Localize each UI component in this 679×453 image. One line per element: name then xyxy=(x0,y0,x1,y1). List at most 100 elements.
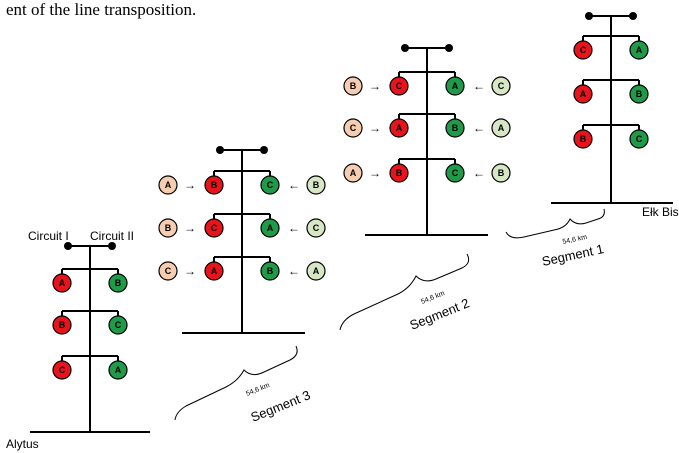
phase-circuit-2-label: C xyxy=(267,180,274,190)
incoming-phase-circuit-2: C xyxy=(306,218,326,238)
phase-circuit-2: A xyxy=(108,360,128,380)
phase-circuit-2-label: C xyxy=(636,134,643,144)
incoming-phase-circuit-1: B xyxy=(343,76,363,96)
phase-circuit-2: A xyxy=(629,40,649,60)
phase-circuit-1-label: B xyxy=(396,168,403,178)
alytus-label: Alytus xyxy=(6,437,39,451)
segment-2-span: 54,6 km Segment 2 xyxy=(339,253,472,333)
incoming-phase-circuit-2: A xyxy=(306,261,326,281)
tower-segment-2: C A B C → ← A B C A → ← B C A B → ← xyxy=(343,44,511,236)
earth-wire-left xyxy=(216,146,224,154)
arrow-left: ← xyxy=(473,121,485,135)
phase-circuit-1: B xyxy=(52,315,72,335)
phase-circuit-1: A xyxy=(573,84,593,104)
phase-circuit-1-label: A xyxy=(211,266,218,276)
circuit-1-label: Circuit I xyxy=(28,229,69,243)
incoming-phase-circuit-2-label: A xyxy=(313,266,320,276)
tower-alytus: A B B C C A xyxy=(30,242,150,433)
earth-wire-left xyxy=(64,242,72,250)
phase-circuit-1: C xyxy=(389,76,409,96)
phase-circuit-2-label: B xyxy=(267,266,274,276)
towers: A B B C C A B C A B → ← C A B C → ← A B C A → ← C A B C → ← A B C A → ← B C A B… xyxy=(30,12,673,433)
incoming-phase-circuit-2: A xyxy=(491,118,511,138)
incoming-phase-circuit-1-label: B xyxy=(165,223,172,233)
phase-circuit-2: C xyxy=(108,315,128,335)
phase-circuit-1: C xyxy=(204,218,224,238)
incoming-phase-circuit-1-label: B xyxy=(350,81,357,91)
phase-circuit-1-label: C xyxy=(580,45,587,55)
phase-circuit-2: C xyxy=(445,163,465,183)
segment-2-name: Segment 2 xyxy=(408,295,472,332)
arrow-right: → xyxy=(369,121,381,135)
circuit-2-label: Circuit II xyxy=(90,229,134,243)
phase-circuit-1: C xyxy=(52,360,72,380)
earth-wire-left xyxy=(585,12,593,20)
phase-circuit-2: B xyxy=(260,261,280,281)
segment-2-brace xyxy=(339,253,470,331)
incoming-phase-circuit-1: C xyxy=(343,118,363,138)
incoming-phase-circuit-1-label: A xyxy=(350,168,357,178)
caption: ent of the line transposition. xyxy=(6,0,196,19)
phase-circuit-1-label: C xyxy=(59,365,66,375)
incoming-phase-circuit-2: B xyxy=(306,175,326,195)
phase-circuit-1-label: B xyxy=(59,320,66,330)
arrow-right: → xyxy=(369,79,381,93)
arrow-right: → xyxy=(369,166,381,180)
phase-circuit-1-label: C xyxy=(396,81,403,91)
phase-circuit-1: B xyxy=(204,175,224,195)
phase-circuit-2: B xyxy=(445,118,465,138)
tower-segment-1: C A A B B C xyxy=(551,12,673,204)
phase-circuit-2-label: A xyxy=(115,365,122,375)
arrow-left: ← xyxy=(288,221,300,235)
arrow-left: ← xyxy=(288,178,300,192)
incoming-phase-circuit-2-label: C xyxy=(498,81,505,91)
arrow-right: → xyxy=(184,221,196,235)
incoming-phase-circuit-2-label: B xyxy=(313,180,320,190)
phase-circuit-2-label: C xyxy=(115,320,122,330)
phase-circuit-1-label: A xyxy=(580,89,587,99)
arrow-left: ← xyxy=(473,79,485,93)
phase-circuit-1: C xyxy=(573,40,593,60)
phase-circuit-2-label: C xyxy=(452,168,459,178)
incoming-phase-circuit-1-label: C xyxy=(350,123,357,133)
earth-wire-right xyxy=(108,242,116,250)
segment-3-span: 54,6 km Segment 3 xyxy=(174,345,312,425)
incoming-phase-circuit-1: C xyxy=(158,261,178,281)
segment-3-brace xyxy=(174,345,298,421)
incoming-phase-circuit-2-label: A xyxy=(498,123,505,133)
phase-circuit-2-label: A xyxy=(267,223,274,233)
phase-circuit-1-label: A xyxy=(396,123,403,133)
incoming-phase-circuit-1: A xyxy=(343,163,363,183)
phase-circuit-1: B xyxy=(573,129,593,149)
arrow-left: ← xyxy=(473,166,485,180)
earth-wire-right xyxy=(629,12,637,20)
incoming-phase-circuit-1-label: A xyxy=(165,180,172,190)
arrow-right: → xyxy=(184,264,196,278)
phase-circuit-1-label: A xyxy=(59,278,66,288)
phase-circuit-1: B xyxy=(389,163,409,183)
segment-1-brace xyxy=(505,208,605,239)
phase-circuit-2: B xyxy=(108,273,128,293)
phase-circuit-2: C xyxy=(629,129,649,149)
incoming-phase-circuit-1: B xyxy=(158,218,178,238)
incoming-phase-circuit-1: A xyxy=(158,175,178,195)
phase-circuit-2-label: B xyxy=(636,89,643,99)
incoming-phase-circuit-1-label: C xyxy=(165,266,172,276)
phase-circuit-1: A xyxy=(204,261,224,281)
earth-wire-right xyxy=(445,44,453,52)
phase-circuit-1-label: B xyxy=(211,180,218,190)
segment-1-span: 54,6 km Segment 1 xyxy=(505,208,605,269)
phase-circuit-2-label: A xyxy=(636,45,643,55)
segment-2-length: 54,6 km xyxy=(420,290,446,306)
incoming-phase-circuit-2: B xyxy=(491,163,511,183)
phase-circuit-1: A xyxy=(52,273,72,293)
phase-circuit-2: A xyxy=(260,218,280,238)
phase-circuit-2: A xyxy=(445,76,465,96)
phase-circuit-2-label: B xyxy=(115,278,122,288)
phase-circuit-2: B xyxy=(629,84,649,104)
incoming-phase-circuit-2-label: C xyxy=(313,223,320,233)
arrow-left: ← xyxy=(288,264,300,278)
segment-3-length: 54,6 km xyxy=(245,382,271,398)
phase-circuit-1-label: B xyxy=(580,134,587,144)
